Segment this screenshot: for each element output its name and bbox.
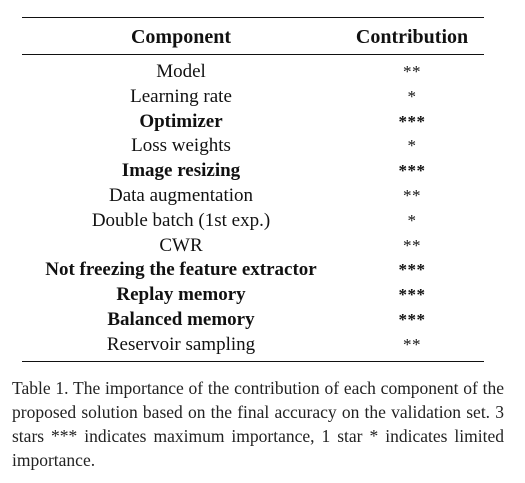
contribution-cell: * (407, 210, 417, 230)
contribution-cell: ** (403, 334, 421, 354)
component-cell: Balanced memory (107, 308, 255, 330)
contribution-cell: *** (398, 111, 426, 131)
contribution-cell: *** (398, 260, 426, 280)
table-row: Reservoir sampling ** (22, 333, 484, 358)
component-cell: Reservoir sampling (106, 333, 256, 355)
table-header-rule (22, 54, 484, 55)
contribution-cell: ** (403, 62, 421, 81)
header-contribution: Contribution (355, 26, 469, 48)
table-body: Model ** Learning rate * Optimizer *** L… (22, 60, 484, 358)
table-row: Image resizing *** (22, 159, 484, 184)
table-row: Double batch (1st exp.) * (22, 209, 484, 234)
table-row: Replay memory *** (22, 283, 484, 308)
table-row: Balanced memory *** (22, 308, 484, 333)
table-row: Not freezing the feature extractor *** (22, 258, 484, 283)
contribution-cell: ** (403, 235, 421, 255)
table-row: Loss weights * (22, 134, 484, 159)
component-cell: Double batch (1st exp.) (91, 209, 271, 231)
table-row: CWR ** (22, 234, 484, 259)
component-cell: Loss weights (131, 135, 231, 157)
component-cell: CWR (159, 234, 203, 256)
contribution-cell: *** (398, 285, 426, 305)
component-cell: Image resizing (121, 160, 241, 182)
table-caption: Table 1. The importance of the contribut… (12, 378, 504, 470)
component-cell: Replay memory (116, 284, 246, 306)
component-cell: Learning rate (130, 85, 232, 107)
component-cell: Model (156, 61, 206, 82)
contribution-cell: * (407, 136, 417, 156)
component-cell: Data augmentation (108, 184, 254, 206)
contribution-cell: ** (403, 185, 421, 205)
contribution-cell: *** (398, 161, 426, 181)
component-cell: Optimizer (139, 110, 223, 132)
component-cell: Not freezing the feature extractor (45, 259, 317, 281)
table-row: Optimizer *** (22, 110, 484, 135)
header-component: Component (130, 26, 231, 48)
contribution-cell: *** (398, 309, 426, 329)
table-bottom-rule (22, 361, 484, 362)
table-row: Model ** (22, 60, 484, 85)
table-top-rule (22, 17, 484, 18)
table-row: Data augmentation ** (22, 184, 484, 209)
table-row: Learning rate * (22, 85, 484, 110)
contribution-cell: * (407, 86, 417, 106)
